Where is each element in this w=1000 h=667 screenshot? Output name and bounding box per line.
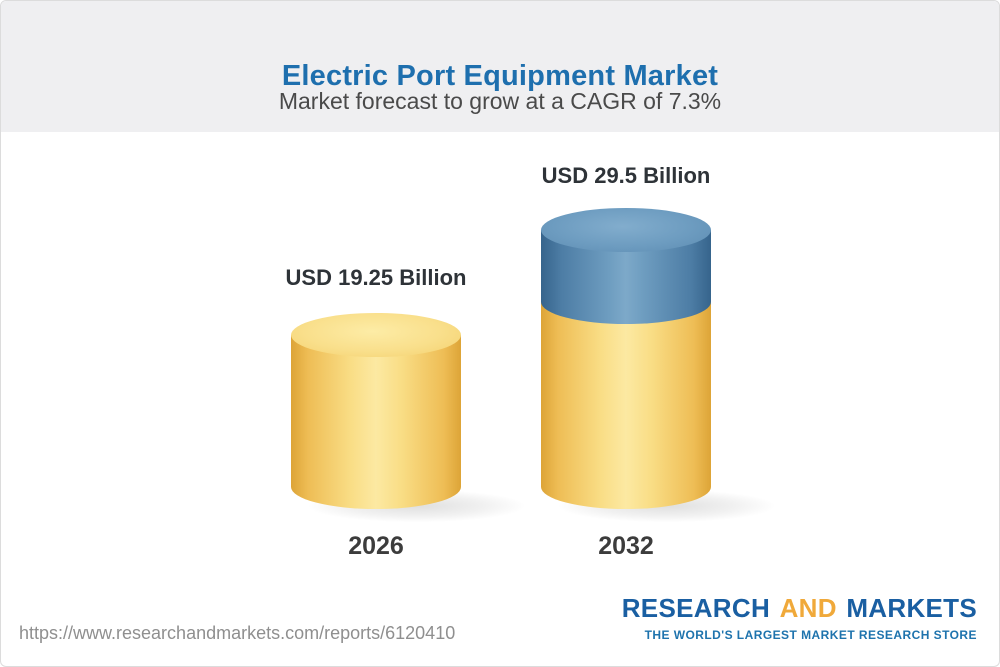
page-title: Electric Port Equipment Market [281,60,719,93]
logo-tagline: THE WORLD'S LARGEST MARKET RESEARCH STOR… [644,628,977,642]
page-subtitle: Market forecast to grow at a CAGR of 7.3… [278,88,722,114]
logo-wordmark: RESEARCH AND MARKETS [622,593,977,624]
cylinder-2032 [541,208,711,509]
logo-research: RESEARCH [621,593,771,623]
cylinder-2026-body [291,335,461,509]
cylinder-2032-growth-top [541,208,711,252]
cylinder-2026-top [291,313,461,357]
value-label-2026: USD 19.25 Billion [285,265,467,290]
value-label-2032: USD 29.5 Billion [541,163,711,188]
axis-label-2026: 2026 [348,532,404,560]
report-url: https://www.researchandmarkets.com/repor… [19,623,456,643]
logo-and: AND [779,593,837,623]
research-and-markets-logo: RESEARCH AND MARKETS THE WORLD'S LARGEST… [622,593,977,642]
cylinder-2026 [291,313,461,509]
cylinder-2032-growth-segment [541,208,711,324]
axis-label-2032: 2032 [598,532,654,560]
header-band [1,1,999,132]
logo-markets: MARKETS [846,593,977,623]
